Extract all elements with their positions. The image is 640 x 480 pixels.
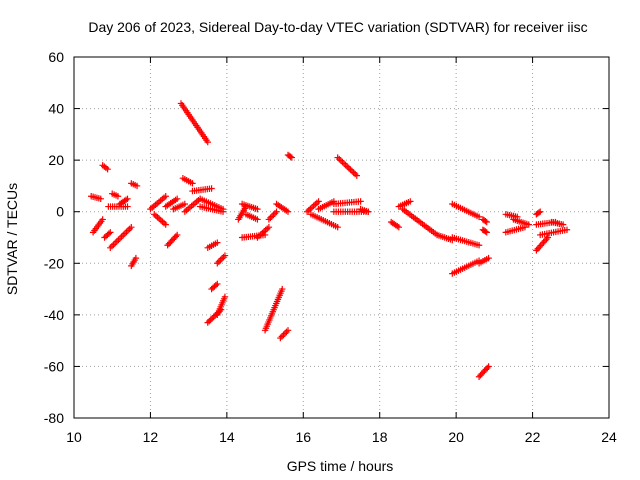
data-point <box>334 223 341 231</box>
data-point <box>288 154 296 161</box>
data-point <box>124 203 131 210</box>
y-tick-label: -20 <box>44 255 64 271</box>
data-point <box>485 254 492 262</box>
data-point <box>395 223 403 231</box>
data-point <box>214 280 221 288</box>
data-point <box>475 242 483 249</box>
data-point <box>105 230 113 237</box>
data-point <box>485 363 492 370</box>
data-point <box>221 293 229 301</box>
data-point <box>559 221 567 228</box>
data-point <box>204 138 211 146</box>
data-point <box>181 200 189 208</box>
x-tick-label: 12 <box>143 429 159 445</box>
data-point <box>475 213 483 221</box>
data-point <box>221 252 229 259</box>
data-point <box>128 223 135 231</box>
data-point <box>114 193 122 200</box>
x-tick-label: 10 <box>66 429 82 445</box>
data-points <box>87 100 571 380</box>
data-point <box>189 180 196 187</box>
y-tick-label: 40 <box>48 101 64 117</box>
x-tick-label: 16 <box>295 429 311 445</box>
data-point <box>254 205 261 213</box>
data-point <box>214 239 221 246</box>
data-point <box>482 217 489 225</box>
data-point <box>525 221 532 228</box>
data-point <box>210 313 217 321</box>
chart-title: Day 206 of 2023, Sidereal Day-to-day VTE… <box>88 19 587 35</box>
data-point <box>315 198 322 205</box>
data-point <box>482 228 489 235</box>
x-tick-label: 14 <box>219 429 235 445</box>
data-point <box>107 229 114 236</box>
data-point <box>535 209 543 216</box>
y-tick-label: -80 <box>44 410 64 426</box>
data-point <box>212 282 220 289</box>
data-point <box>104 165 111 173</box>
data-point <box>279 285 286 293</box>
x-tick-label: 24 <box>601 429 617 445</box>
data-point <box>483 218 490 226</box>
grid <box>74 57 609 418</box>
data-point <box>353 172 360 179</box>
data-point <box>204 319 211 326</box>
data-point <box>254 216 261 223</box>
y-axis-label: SDTVAR / TECUs <box>4 183 20 295</box>
data-point <box>287 153 294 160</box>
data-point <box>207 316 214 323</box>
data-point <box>162 221 169 228</box>
data-point <box>537 208 544 215</box>
data-point <box>172 233 180 240</box>
data-point <box>209 315 216 322</box>
plot-frame <box>73 56 610 419</box>
y-tick-label: -60 <box>44 358 64 374</box>
data-point <box>407 198 414 205</box>
data-point <box>483 229 490 236</box>
data-point <box>284 327 292 334</box>
y-tick-label: 60 <box>48 49 64 65</box>
data-point <box>173 195 181 203</box>
data-point <box>219 205 227 213</box>
data-point <box>563 226 571 233</box>
data-point <box>99 216 106 223</box>
data-point <box>124 195 131 203</box>
data-point <box>173 231 181 239</box>
x-tick-label: 18 <box>372 429 388 445</box>
data-point <box>97 195 104 203</box>
data-point <box>265 223 273 231</box>
data-point <box>273 208 280 215</box>
y-tick-label: -40 <box>44 307 64 323</box>
data-point <box>206 317 213 325</box>
x-tick-label: 22 <box>525 429 541 445</box>
y-tick-label: 20 <box>48 152 64 168</box>
x-tick-label: 20 <box>448 429 464 445</box>
y-tick-label: 0 <box>56 204 64 220</box>
data-point <box>162 193 169 200</box>
data-point <box>208 185 215 192</box>
data-point <box>544 234 552 241</box>
data-point <box>284 208 292 215</box>
data-point <box>357 198 364 205</box>
tick-labels: 10 12 14 16 18 20 22 24 -80 -60 -40 -20 0 20 40 60 <box>44 49 617 445</box>
data-point <box>484 364 491 372</box>
data-point <box>122 196 130 204</box>
x-axis-label: GPS time / hours <box>287 458 394 474</box>
data-point <box>394 222 401 230</box>
data-point <box>133 182 141 190</box>
data-point <box>365 208 372 215</box>
data-point <box>132 254 140 262</box>
